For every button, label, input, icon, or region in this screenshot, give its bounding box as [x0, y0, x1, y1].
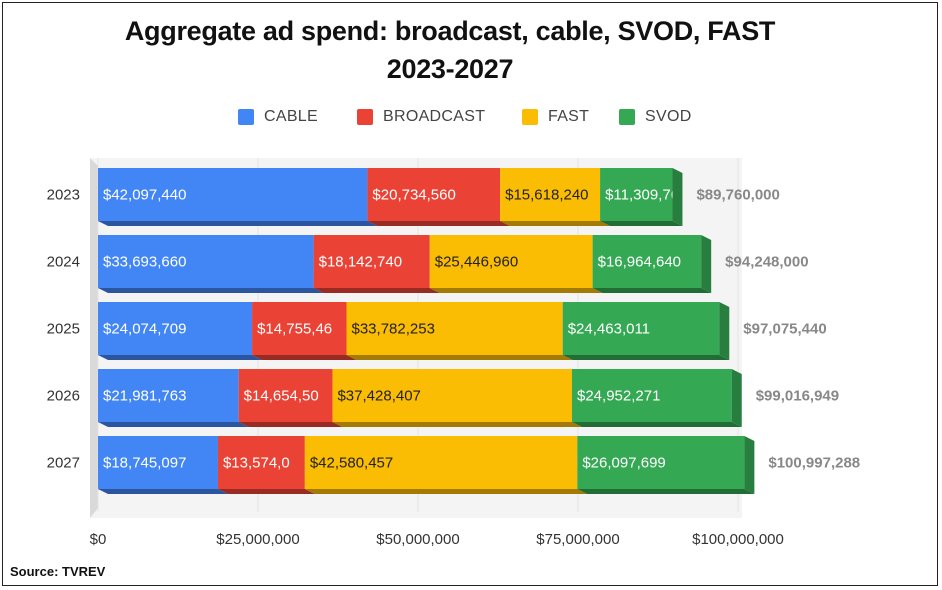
bar-segment-depth — [500, 221, 611, 226]
chart-title: Aggregate ad spend: broadcast, cable, SV… — [124, 16, 776, 46]
legend-swatch-svod — [619, 109, 635, 125]
x-tick-label: $25,000,000 — [216, 531, 299, 548]
category-label: 2025 — [47, 321, 80, 338]
bar-segment-depth — [98, 288, 324, 293]
bar-segment-depth — [577, 489, 755, 494]
total-label: $89,760,000 — [696, 187, 779, 204]
legend-swatch-cable — [238, 109, 254, 125]
bar-segment-svod — [572, 369, 732, 422]
legend-item-broadcast: BROADCAST — [357, 108, 485, 126]
bar-segment-depth — [367, 221, 511, 226]
bar-segment-depth — [217, 489, 315, 494]
bar-segment-cable — [98, 302, 253, 355]
bar-end-cap — [744, 436, 755, 494]
legend-label-fast: FAST — [548, 108, 590, 125]
total-label: $99,016,949 — [756, 388, 839, 405]
data-label: $14,654,50 — [244, 388, 319, 405]
bar-segment-broadcast — [313, 235, 430, 288]
data-label: $11,309,76 — [605, 187, 679, 204]
data-label: $18,745,097 — [103, 455, 186, 472]
total-label: $94,248,000 — [725, 254, 808, 271]
bar-segment-svod — [577, 436, 745, 489]
data-label: $42,097,440 — [103, 187, 186, 204]
bar-segment-broadcast — [252, 302, 347, 355]
bar-segment-cable — [98, 369, 239, 422]
plot-side-wall — [90, 158, 98, 518]
legend-item-fast: FAST — [522, 108, 589, 126]
data-label: $24,463,011 — [568, 321, 650, 338]
bar-segment-depth — [98, 489, 228, 494]
bar-segment-depth — [238, 422, 343, 427]
data-label: $18,142,740 — [319, 254, 402, 271]
bar-segment-svod — [562, 302, 720, 355]
total-label: $100,997,288 — [768, 455, 860, 472]
bar-segment-fast — [500, 168, 601, 221]
x-tick-label: $0 — [90, 531, 107, 548]
legend: CABLE BROADCAST FAST SVOD — [0, 108, 942, 132]
legend-label-cable: CABLE — [264, 108, 318, 125]
source-note: Source: TVREV — [10, 564, 106, 579]
data-label: $26,097,699 — [582, 455, 665, 472]
legend-label-broadcast: BROADCAST — [383, 108, 486, 125]
bar-segment-broadcast — [367, 168, 501, 221]
bar-segment-depth — [592, 288, 712, 293]
bar-segment-depth — [252, 355, 357, 360]
bar-segment-depth — [98, 355, 263, 360]
x-tick-label: $100,000,000 — [692, 531, 784, 548]
bar-segment-depth — [304, 489, 588, 494]
bar-segment-depth — [346, 355, 573, 360]
data-label: $37,428,407 — [337, 388, 420, 405]
bar-segment-cable — [98, 436, 218, 489]
bar-segment-fast — [332, 369, 573, 422]
data-label: $25,446,960 — [435, 254, 518, 271]
data-label: $16,964,640 — [598, 254, 681, 271]
bar-segment-svod — [592, 235, 702, 288]
bar-segment-depth — [562, 355, 730, 360]
data-label: $33,693,660 — [103, 254, 186, 271]
bar-end-cap — [731, 369, 742, 427]
bar-end-cap — [672, 168, 683, 226]
bar-end-cap — [701, 235, 712, 293]
category-label: 2027 — [47, 455, 80, 472]
bar-segment-broadcast — [217, 436, 305, 489]
data-label: $33,782,253 — [352, 321, 435, 338]
data-label: $20,734,560 — [372, 187, 455, 204]
bar-segment-depth — [600, 221, 683, 226]
bar-segment-fast — [304, 436, 578, 489]
bar-end-cap — [719, 302, 730, 360]
bar-segment-depth — [98, 221, 378, 226]
bar-segment-broadcast — [238, 369, 333, 422]
data-label: $13,574,0 — [223, 455, 290, 472]
category-label: 2024 — [47, 254, 80, 271]
data-label: $24,074,709 — [103, 321, 186, 338]
bar-segment-depth — [98, 422, 249, 427]
data-label: $24,952,271 — [577, 388, 660, 405]
bar-segment-depth — [332, 422, 583, 427]
legend-swatch-fast — [522, 109, 538, 125]
chart-subtitle: 2023-2027 — [386, 54, 514, 84]
legend-item-svod: SVOD — [619, 108, 692, 126]
data-label: $14,755,46 — [257, 321, 332, 338]
bar-segment-cable — [98, 235, 314, 288]
legend-label-svod: SVOD — [645, 108, 692, 125]
category-label: 2023 — [47, 187, 80, 204]
data-label: $42,580,457 — [310, 455, 393, 472]
bar-segment-fast — [346, 302, 563, 355]
category-label: 2026 — [47, 388, 80, 405]
bar-segment-depth — [313, 288, 440, 293]
x-tick-label: $75,000,000 — [536, 531, 619, 548]
bar-segment-svod — [600, 168, 673, 221]
legend-item-cable: CABLE — [238, 108, 318, 126]
bar-segment-depth — [572, 422, 742, 427]
bar-segment-depth — [429, 288, 603, 293]
bar-segment-fast — [429, 235, 593, 288]
data-label: $21,981,763 — [103, 388, 186, 405]
data-label: $15,618,240 — [505, 187, 588, 204]
legend-swatch-broadcast — [357, 109, 373, 125]
total-label: $97,075,440 — [743, 321, 826, 338]
x-tick-label: $50,000,000 — [376, 531, 459, 548]
bar-segment-cable — [98, 168, 368, 221]
